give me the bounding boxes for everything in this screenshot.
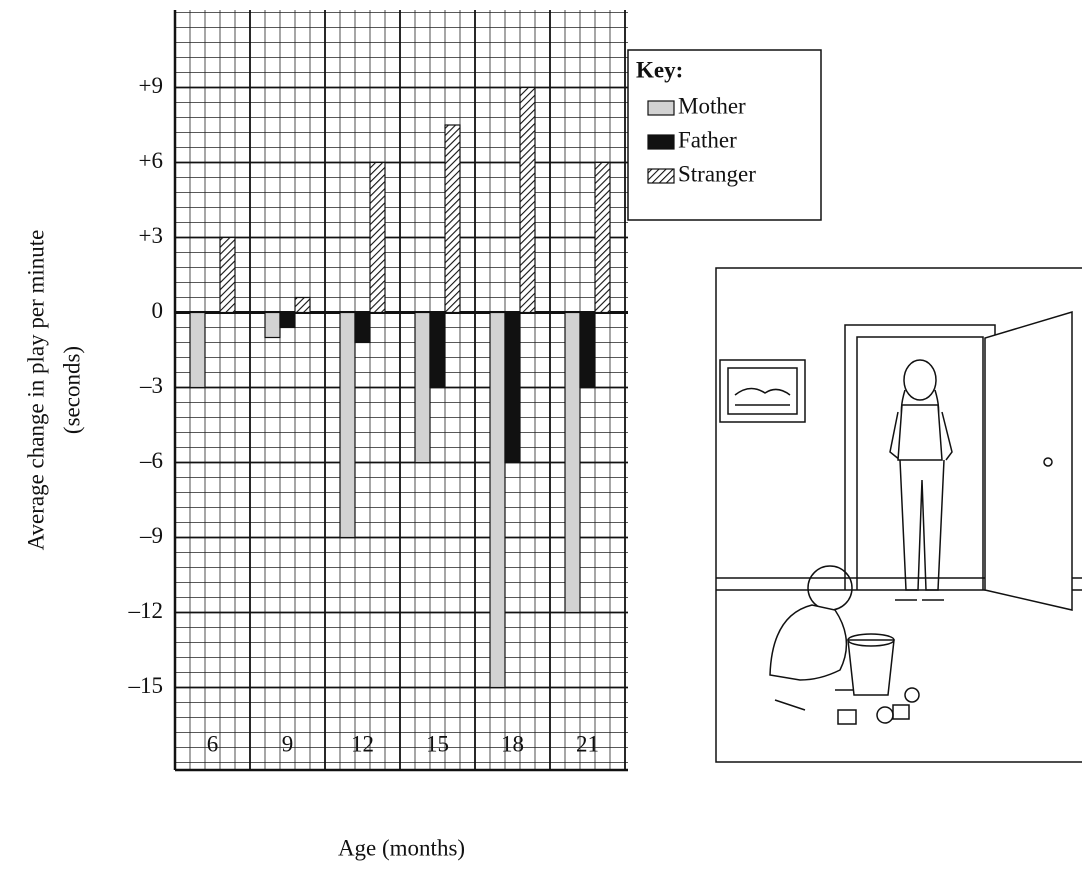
bar	[429, 311, 446, 389]
x-tick-label: 18	[501, 731, 524, 756]
legend-label: Mother	[678, 93, 746, 118]
bar	[564, 311, 581, 614]
legend-swatch	[647, 134, 675, 150]
plot: +9 +6 +3 0 –3 –6 –9 –12 –15 6 9 12 15 18 21 Age (months…	[23, 10, 822, 860]
x-axis-label: Age (months)	[338, 835, 465, 860]
x-tick-label: 9	[282, 731, 294, 756]
legend-title: Key:	[636, 57, 683, 82]
y-tick-label: –12	[128, 598, 164, 623]
x-tick-label: 12	[351, 731, 374, 756]
bar	[219, 236, 236, 314]
legend-swatch	[647, 100, 675, 116]
illustration	[715, 267, 1082, 763]
bar	[444, 124, 461, 314]
y-tick-label: –3	[139, 373, 163, 398]
x-tick-label: 15	[426, 731, 449, 756]
legend-label: Father	[678, 127, 737, 152]
legend-label: Stranger	[678, 161, 756, 186]
bar	[504, 311, 521, 464]
bar	[489, 311, 506, 689]
bar	[279, 311, 296, 329]
plot-background	[175, 10, 628, 770]
y-tick-label: –15	[128, 673, 164, 698]
y-tick-label: +6	[139, 148, 163, 173]
y-tick-label: 0	[152, 298, 164, 323]
bar	[414, 311, 431, 464]
y-tick-label: –6	[139, 448, 163, 473]
x-tick-label: 6	[207, 731, 219, 756]
bar	[264, 311, 281, 339]
y-tick-label: +3	[139, 223, 163, 248]
bar	[354, 311, 371, 344]
bar	[294, 296, 311, 314]
bar	[369, 161, 386, 314]
y-tick-label: +9	[139, 73, 163, 98]
y-axis-label: Average change in play per minute	[23, 230, 48, 551]
bar	[339, 311, 356, 539]
y-axis-label: (seconds)	[59, 346, 84, 434]
bar	[189, 311, 206, 389]
bar	[579, 311, 596, 389]
bar	[594, 161, 611, 314]
x-tick-label: 21	[576, 731, 599, 756]
legend-swatch	[647, 168, 675, 184]
y-tick-label: –9	[139, 523, 163, 548]
bar	[519, 86, 536, 314]
